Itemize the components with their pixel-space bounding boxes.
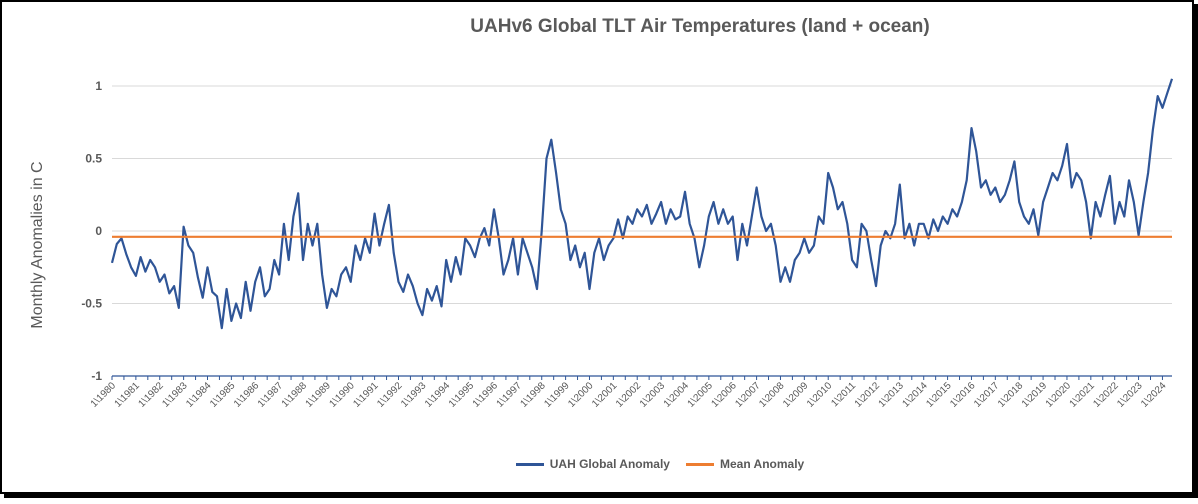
x-tick-label: 1\1989 [304, 380, 334, 410]
x-tick-label: 1\2014 [900, 380, 930, 410]
legend: UAH Global Anomaly Mean Anomaly [2, 457, 1198, 471]
x-tick-label: 1\1996 [471, 380, 501, 410]
legend-item: Mean Anomaly [685, 457, 805, 471]
x-tick-label: 1\1986 [232, 380, 262, 410]
x-tick-label: 1\2007 [733, 380, 763, 410]
plot-area: 10.50-0.5-11\19801\19811\19821\19831\198… [81, 78, 1174, 410]
x-tick-label: 1\2024 [1139, 380, 1169, 410]
x-tick-label: 1\1993 [399, 380, 429, 410]
x-tick-label: 1\2021 [1068, 380, 1098, 410]
x-tick-label: 1\2022 [1091, 380, 1121, 410]
x-tick-label: 1\2020 [1044, 380, 1074, 410]
x-tick-label: 1\2009 [781, 380, 811, 410]
x-tick-label: 1\2010 [805, 380, 835, 410]
y-tick-label: 0 [95, 224, 102, 238]
x-tick-label: 1\2008 [757, 380, 787, 410]
chart-title: UAHv6 Global TLT Air Temperatures (land … [470, 16, 930, 37]
y-tick-label: -0.5 [81, 297, 102, 311]
x-tick-label: 1\1992 [375, 380, 405, 410]
x-tick-label: 1\1991 [351, 380, 381, 410]
x-tick-label: 1\2003 [638, 380, 668, 410]
x-tick-label: 1\2012 [853, 380, 883, 410]
x-tick-label: 1\1984 [184, 380, 214, 410]
legend-item: UAH Global Anomaly [515, 457, 670, 471]
x-tick-label: 1\2016 [948, 380, 978, 410]
x-tick-label: 1\2018 [996, 380, 1026, 410]
x-tick-label: 1\1988 [280, 380, 310, 410]
y-tick-label: 0.5 [85, 152, 102, 166]
x-tick-label: 1\2013 [877, 380, 907, 410]
series-line-uah-global-anomaly [110, 78, 1174, 330]
x-tick-label: 1\2001 [590, 380, 620, 410]
x-tick-label: 1\2015 [924, 380, 954, 410]
legend-swatch [685, 463, 714, 467]
y-tick-label: -1 [91, 369, 102, 383]
x-tick-label: 1\2004 [662, 380, 692, 410]
x-tick-label: 1\1999 [542, 380, 572, 410]
x-tick-label: 1\1985 [208, 380, 238, 410]
y-tick-label: 1 [95, 79, 102, 93]
x-tick-label: 1\1981 [113, 380, 143, 410]
x-tick-label: 1\1980 [89, 380, 119, 410]
x-tick-label: 1\1997 [495, 380, 525, 410]
x-tick-label: 1\2002 [614, 380, 644, 410]
x-tick-label: 1\2006 [709, 380, 739, 410]
x-tick-label: 1\2000 [566, 380, 596, 410]
x-tick-label: 1\2017 [972, 380, 1002, 410]
x-tick-label: 1\1983 [160, 380, 190, 410]
x-tick-label: 1\2005 [686, 380, 716, 410]
x-tick-label: 1\1990 [327, 380, 357, 410]
x-tick-label: 1\1987 [256, 380, 286, 410]
x-tick-label: 1\1982 [136, 380, 166, 410]
x-tick-label: 1\1995 [447, 380, 477, 410]
legend-label: UAH Global Anomaly [549, 457, 670, 471]
x-tick-label: 1\1998 [518, 380, 548, 410]
x-tick-label: 1\2019 [1020, 380, 1050, 410]
legend-swatch [515, 463, 544, 467]
chart-frame: UAHv6 Global TLT Air Temperatures (land … [0, 0, 1194, 494]
x-tick-label: 1\2023 [1115, 380, 1145, 410]
legend-label: Mean Anomaly [719, 457, 805, 471]
x-tick-label: 1\1994 [423, 380, 453, 410]
